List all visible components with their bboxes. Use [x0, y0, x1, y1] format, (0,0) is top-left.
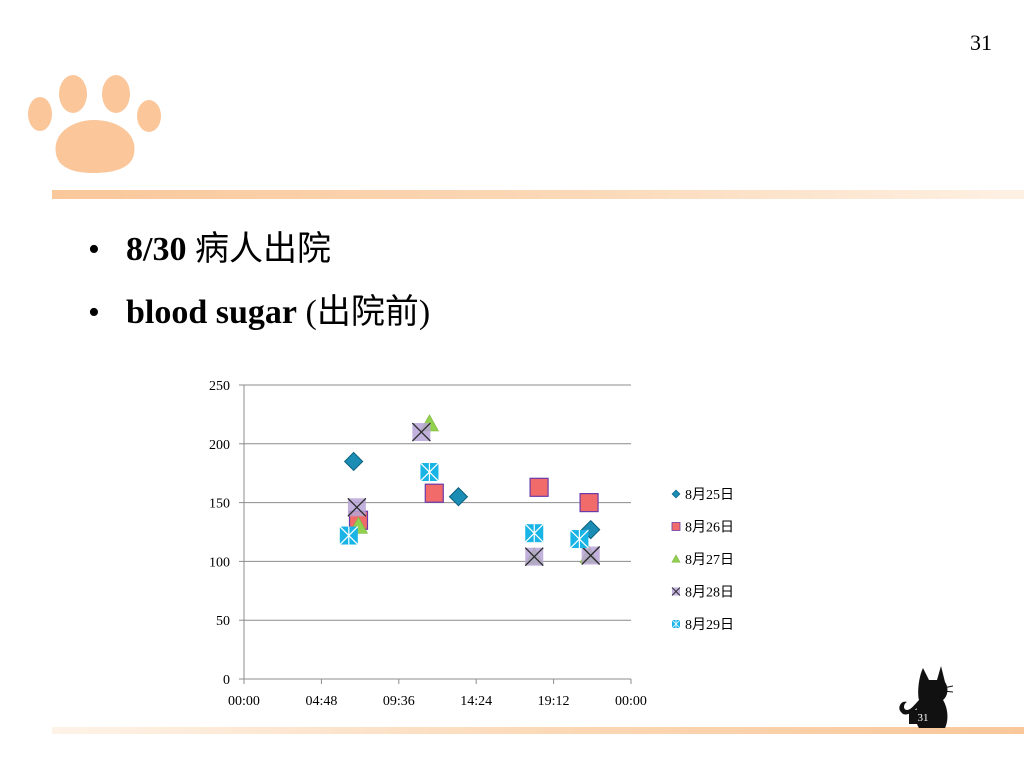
data-point-series-5-star — [524, 523, 544, 543]
y-tick-label: 100 — [209, 555, 230, 570]
bullet-item: • blood sugar (出院前) — [88, 295, 430, 331]
bullet-text: (出院前) — [297, 294, 431, 331]
x-tick-label: 00:00 — [615, 694, 647, 709]
bullet-list: • 8/30 病人出院 • blood sugar (出院前) — [88, 232, 430, 358]
data-point-series-2 — [529, 477, 549, 497]
legend-label: 8月27日 — [685, 552, 734, 568]
legend-marker-star — [671, 619, 681, 629]
data-point-series-2 — [424, 483, 444, 503]
legend-label: 8月26日 — [685, 520, 734, 536]
page-number: 31 — [970, 30, 992, 55]
x-tick-label: 14:24 — [460, 694, 492, 709]
data-point-series-4-cross — [411, 422, 431, 442]
legend-marker — [671, 522, 681, 531]
y-tick-label: 150 — [209, 497, 230, 512]
x-tick-label: 00:00 — [228, 694, 260, 709]
x-tick-label: 09:36 — [383, 694, 415, 709]
bullet-dot: • — [88, 231, 100, 268]
footer-divider — [52, 727, 1024, 734]
bullet-bold: blood sugar — [126, 294, 297, 331]
y-tick-label: 0 — [223, 673, 230, 688]
data-point-series-4-cross — [524, 547, 544, 567]
bullet-item: • 8/30 病人出院 — [88, 232, 430, 268]
x-tick-label: 04:48 — [305, 694, 337, 709]
legend-label: 8月25日 — [685, 487, 734, 503]
x-tick-label: 19:12 — [538, 694, 570, 709]
legend-marker-cross — [671, 587, 681, 596]
bullet-text: 病人出院 — [186, 231, 331, 268]
legend-marker — [671, 554, 681, 563]
paw-icon — [28, 75, 161, 173]
header-divider — [52, 190, 1024, 199]
data-point-series-1 — [343, 451, 364, 472]
data-point-series-1 — [448, 487, 469, 507]
data-point-series-4-cross — [581, 546, 601, 565]
legend-label: 8月29日 — [685, 617, 734, 633]
data-point-series-4-cross — [347, 497, 367, 517]
y-tick-label: 200 — [209, 438, 230, 453]
legend-marker — [671, 489, 681, 499]
y-tick-label: 50 — [216, 614, 230, 629]
y-tick-label: 250 — [209, 379, 230, 394]
data-point-series-5-star — [339, 526, 359, 545]
legend-label: 8月28日 — [685, 585, 734, 601]
cat-badge-number: 31 — [918, 712, 929, 724]
bullet-bold: 8/30 — [126, 231, 187, 268]
data-point-series-5-star — [420, 462, 439, 482]
data-point-series-2 — [579, 493, 599, 513]
cat-icon: 31 — [899, 666, 953, 728]
bullet-dot: • — [88, 294, 100, 331]
data-point-series-5-star — [569, 529, 589, 549]
